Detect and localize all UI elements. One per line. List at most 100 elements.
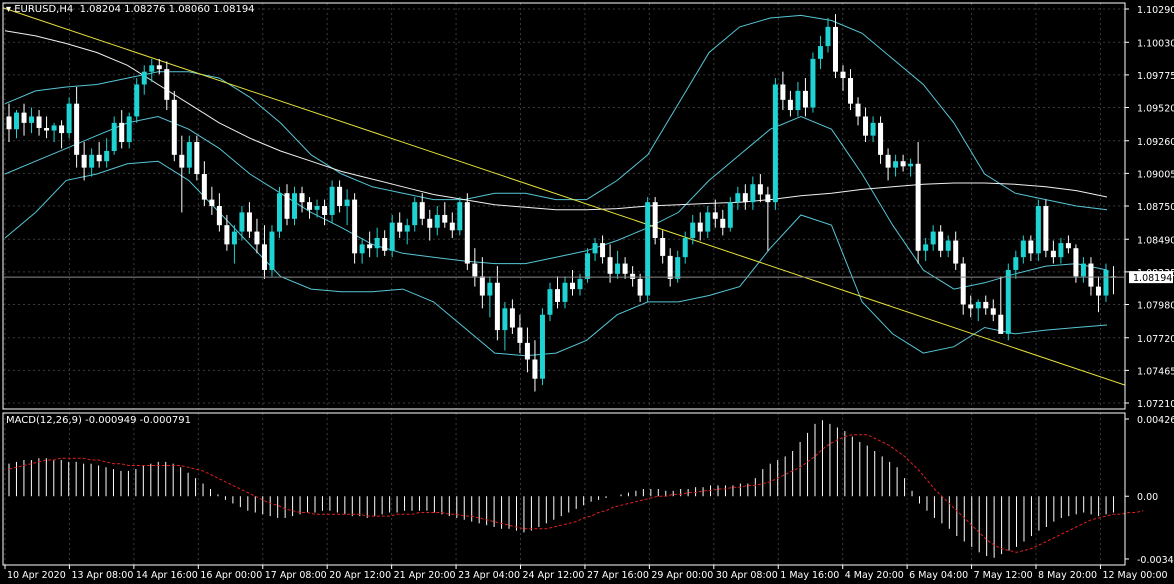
candle-bear[interactable] <box>1095 286 1101 296</box>
candle-bull[interactable] <box>1005 269 1011 334</box>
candle-bull[interactable] <box>359 244 365 254</box>
candle-bull[interactable] <box>457 202 463 231</box>
candle-bear[interactable] <box>524 342 530 360</box>
candle-bull[interactable] <box>134 84 140 117</box>
candle-bear[interactable] <box>1065 243 1071 249</box>
candle-bear[interactable] <box>156 65 162 70</box>
candle-bull[interactable] <box>1080 263 1086 277</box>
candle-bear[interactable] <box>179 154 185 168</box>
candle-bear[interactable] <box>96 154 102 162</box>
candle-bull[interactable] <box>231 231 237 245</box>
candle-bear[interactable] <box>554 289 560 302</box>
candle-bear[interactable] <box>885 154 891 168</box>
candle-bull[interactable] <box>344 199 350 206</box>
candle-bear[interactable] <box>968 304 974 309</box>
candle-bear[interactable] <box>284 193 290 219</box>
candle-bear[interactable] <box>990 308 996 315</box>
candle-bull[interactable] <box>126 116 132 143</box>
candle-bull[interactable] <box>434 214 440 228</box>
candle-bear[interactable] <box>938 231 944 251</box>
candle-bear[interactable] <box>81 154 87 168</box>
candle-bear[interactable] <box>637 278 643 296</box>
candle-bear[interactable] <box>848 78 854 104</box>
candle-bull[interactable] <box>930 231 936 245</box>
candle-bull[interactable] <box>404 225 410 232</box>
candle-bull[interactable] <box>329 186 335 215</box>
candle-bear[interactable] <box>863 116 869 136</box>
candle-bull[interactable] <box>893 161 899 168</box>
candle-bear[interactable] <box>1028 240 1034 254</box>
candle-bear[interactable] <box>742 193 748 203</box>
candle-bull[interactable] <box>750 184 756 203</box>
candle-bear[interactable] <box>419 202 425 219</box>
candle-bear[interactable] <box>509 308 515 328</box>
candle-bull[interactable] <box>682 237 688 258</box>
candle-bull[interactable] <box>727 202 733 228</box>
candle-bull[interactable] <box>908 163 914 167</box>
candle-bull[interactable] <box>615 263 621 274</box>
candle-bear[interactable] <box>119 122 125 143</box>
candle-bull[interactable] <box>412 202 418 226</box>
candle-bull[interactable] <box>14 112 20 130</box>
candle-bull[interactable] <box>1035 206 1041 254</box>
candle-bull[interactable] <box>795 90 801 111</box>
candle-bear[interactable] <box>337 186 343 206</box>
candle-bull[interactable] <box>141 71 147 85</box>
candle-bull[interactable] <box>592 243 598 254</box>
candle-bull[interactable] <box>389 222 395 251</box>
candle-bull[interactable] <box>539 314 545 379</box>
candle-bear[interactable] <box>224 225 230 245</box>
candle-bear[interactable] <box>216 206 222 226</box>
candle-bear[interactable] <box>171 99 177 155</box>
candle-bear[interactable] <box>517 327 523 343</box>
candle-bear[interactable] <box>840 71 846 79</box>
candle-bear[interactable] <box>6 116 12 130</box>
trendline-line[interactable] <box>2 7 1126 386</box>
candles[interactable] <box>6 14 1116 392</box>
candle-bear[interactable] <box>299 193 305 203</box>
candle-bear[interactable] <box>367 244 373 249</box>
candle-bull[interactable] <box>945 240 951 251</box>
candle-bear[interactable] <box>261 244 267 270</box>
candle-bear[interactable] <box>697 222 703 232</box>
candle-bear[interactable] <box>630 273 636 279</box>
candle-bull[interactable] <box>975 301 981 309</box>
candle-bear[interactable] <box>998 314 1004 334</box>
candle-bull[interactable] <box>149 65 155 72</box>
candle-bull[interactable] <box>269 231 275 270</box>
candle-bear[interactable] <box>720 218 726 228</box>
candle-bear[interactable] <box>464 202 470 264</box>
candle-bear[interactable] <box>780 84 786 100</box>
candle-bull[interactable] <box>239 212 245 232</box>
candle-bull[interactable] <box>1013 257 1019 270</box>
candle-bear[interactable] <box>607 257 613 274</box>
candle-bear[interactable] <box>36 116 42 128</box>
candle-bear[interactable] <box>74 103 80 155</box>
candle-bull[interactable] <box>1020 240 1026 258</box>
candle-bear[interactable] <box>953 240 959 264</box>
candle-bear[interactable] <box>322 206 328 215</box>
candle-bull[interactable] <box>870 122 876 136</box>
candle-bear[interactable] <box>442 214 448 223</box>
candle-bear[interactable] <box>449 222 455 231</box>
candle-bear[interactable] <box>479 276 485 296</box>
candle-bear[interactable] <box>787 99 793 111</box>
candle-bear[interactable] <box>960 263 966 305</box>
candle-bull[interactable] <box>735 193 741 203</box>
candle-bull[interactable] <box>276 193 282 232</box>
candle-bear[interactable] <box>802 90 808 108</box>
candle-bull[interactable] <box>705 212 711 232</box>
candle-bear[interactable] <box>660 237 666 256</box>
candle-bull[interactable] <box>645 202 651 296</box>
candle-bear[interactable] <box>570 282 576 290</box>
candle-bull[interactable] <box>186 142 192 168</box>
candle-bear[interactable] <box>712 212 718 219</box>
candle-bear[interactable] <box>21 112 27 123</box>
candle-bull[interactable] <box>923 244 929 251</box>
candle-bull[interactable] <box>562 282 568 302</box>
candle-bull[interactable] <box>29 116 35 123</box>
candle-bull[interactable] <box>374 237 380 249</box>
candle-bear[interactable] <box>201 174 207 200</box>
candle-bear[interactable] <box>164 69 170 100</box>
candle-bull[interactable] <box>502 308 508 331</box>
